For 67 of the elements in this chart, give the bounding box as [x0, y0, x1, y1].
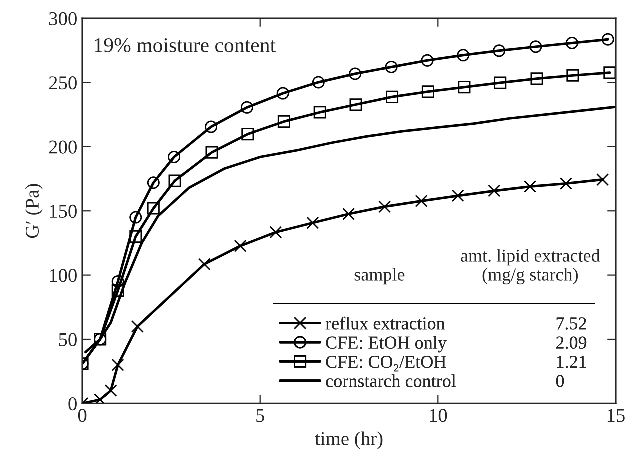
point [421, 54, 434, 67]
point [205, 120, 218, 134]
legend-label: reflux extraction [326, 316, 446, 330]
point [524, 180, 536, 193]
point [240, 101, 254, 114]
point [415, 194, 428, 208]
point [130, 230, 142, 244]
point [386, 90, 399, 104]
point [530, 40, 542, 54]
point [596, 174, 610, 186]
point [378, 200, 392, 214]
y-tick-label: 200 [49, 140, 77, 154]
point [270, 226, 282, 239]
point [278, 116, 290, 128]
y-tick-label: 300 [49, 12, 77, 26]
annotation: sample [354, 268, 405, 285]
y-axis-title: G′ (Pa) [25, 184, 43, 238]
annotation: 19% moisture content [95, 38, 276, 53]
point [242, 128, 254, 141]
point [350, 98, 362, 112]
point [147, 176, 160, 190]
point [457, 49, 470, 62]
point [276, 87, 290, 100]
annotation: 0 [556, 375, 564, 388]
point [112, 284, 124, 297]
point [494, 76, 507, 90]
point [488, 184, 501, 198]
annotation: 7.52 [556, 318, 586, 330]
y-tick-label: 150 [50, 204, 77, 218]
point [306, 216, 320, 230]
annotation: 1.21 [557, 356, 586, 368]
point [234, 240, 247, 252]
point [168, 150, 181, 164]
point [422, 86, 434, 98]
annotation: 2.09 [556, 336, 587, 350]
point [458, 81, 471, 94]
point [314, 106, 326, 119]
y-tick-label: 100 [50, 269, 77, 282]
point [342, 208, 356, 220]
point [349, 68, 362, 80]
point [602, 33, 614, 46]
x-axis-title: time (hr) [315, 432, 383, 450]
annotation: amt. lipid extracted (mg/g starch) [461, 249, 600, 285]
point [493, 44, 506, 58]
y-tick-label: 250 [49, 76, 77, 90]
point [147, 202, 160, 215]
point [168, 174, 182, 188]
y-tick-label: 0 [68, 397, 77, 411]
point [385, 60, 398, 74]
point [530, 72, 544, 86]
point [130, 211, 142, 224]
point [312, 76, 325, 89]
point [566, 69, 580, 82]
point [206, 146, 218, 159]
point [560, 178, 572, 190]
legend-label: CFE: EtOH only [326, 336, 447, 353]
point [452, 190, 464, 202]
point [104, 384, 118, 398]
x-tick-label: 10 [430, 409, 448, 422]
point [112, 358, 124, 372]
y-tick-label: 50 [59, 333, 77, 346]
point [566, 36, 578, 50]
legend-label: CFE: CO₂/EtOH [326, 356, 446, 372]
x-tick-label: 5 [256, 409, 264, 422]
legend-label: cornstarch control [326, 374, 456, 388]
x-tick-label: 15 [608, 409, 625, 422]
x-tick-label: 0 [78, 409, 87, 422]
